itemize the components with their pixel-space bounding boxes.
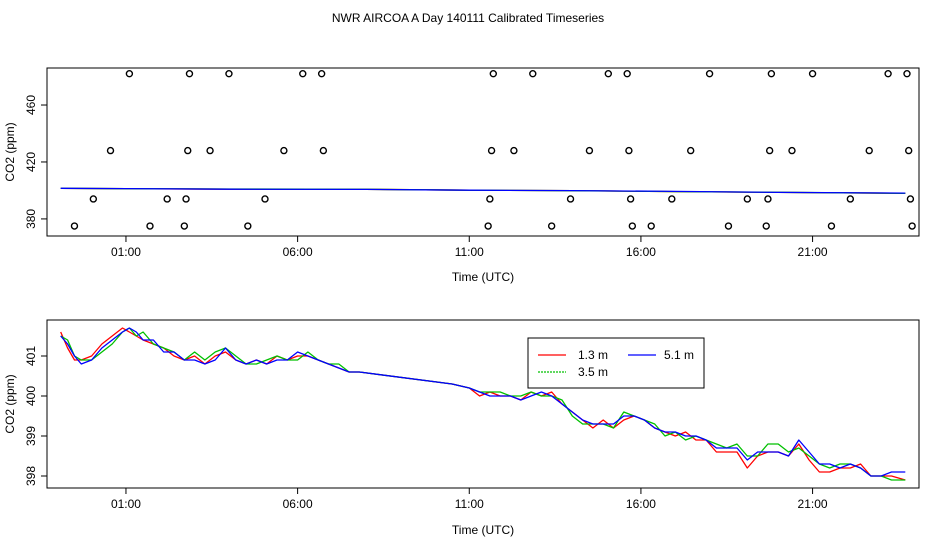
bottom-series-line-1 [60, 327, 906, 481]
top-series-lines [60, 187, 906, 194]
calibration-point [585, 146, 594, 155]
bottom-x-tick-label: 21:00 [798, 497, 828, 511]
calibration-point [70, 222, 79, 230]
bottom-x-tick-label: 16:00 [626, 497, 656, 511]
calibration-point [280, 146, 288, 155]
legend: 1.3 m 5.1 m 3.5 m [527, 337, 705, 389]
top-y-axis-title: CO2 (ppm) [3, 122, 17, 181]
bottom-y-tick-label: 399 [24, 426, 38, 446]
calibration-point [884, 69, 892, 78]
calibration-point [808, 69, 817, 78]
calibration-point [89, 195, 98, 203]
legend-box [527, 337, 705, 389]
calibration-point [106, 146, 115, 155]
top-calibration-points [70, 69, 916, 230]
bottom-y-tick-label: 398 [24, 466, 38, 486]
bottom-x-tick-label: 11:00 [455, 497, 484, 511]
calibration-point [125, 69, 134, 78]
top-x-axis: 01:00 06:00 11:00 16:00 21:00 [111, 236, 828, 259]
calibration-point [487, 146, 496, 155]
calibration-point [319, 146, 328, 155]
calibration-point [163, 195, 171, 203]
calibration-point [687, 146, 695, 155]
chart-title: NWR AIRCOA A Day 140111 Calibrated Times… [332, 11, 604, 25]
calibration-point [486, 195, 494, 203]
calibration-point [647, 222, 655, 230]
calibration-point [623, 69, 631, 78]
calibration-point [185, 69, 194, 78]
calibration-point [846, 195, 855, 203]
top-x-tick-label: 16:00 [626, 245, 656, 259]
calibration-point [705, 69, 714, 78]
calibration-point [489, 69, 497, 78]
legend-label-5-1m: 5.1 m [664, 348, 694, 362]
calibration-point [764, 195, 772, 203]
top-y-tick-label: 420 [24, 152, 38, 172]
bottom-series-line-2 [60, 327, 906, 477]
calibration-point [865, 146, 873, 155]
calibration-point [788, 146, 796, 155]
bottom-x-axis: 01:00 06:00 11:00 16:00 21:00 [111, 488, 828, 511]
calibration-point [604, 69, 613, 78]
top-panel: 01:00 06:00 11:00 16:00 21:00 380 420 460 Time… [3, 67, 920, 284]
calibration-point [484, 222, 492, 230]
top-y-tick-label: 380 [24, 209, 38, 229]
calibration-point [529, 69, 537, 78]
calibration-point [180, 222, 189, 230]
calibration-point [225, 69, 233, 78]
bottom-y-tick-label: 400 [24, 386, 38, 406]
bottom-y-tick-label: 401 [24, 346, 38, 366]
calibration-point [908, 222, 916, 230]
calibration-point [566, 195, 575, 203]
calibration-point [724, 222, 733, 230]
calibration-point [743, 195, 752, 203]
calibration-point [668, 195, 676, 203]
legend-label-1-3m: 1.3 m [578, 348, 608, 362]
calibration-point [510, 146, 518, 155]
calibration-point [762, 222, 770, 230]
calibration-point [261, 195, 269, 203]
top-y-tick-label: 460 [24, 95, 38, 115]
calibration-point [299, 69, 307, 78]
bottom-y-axis: 398 399 400 401 [24, 346, 47, 486]
top-x-tick-label: 01:00 [111, 245, 141, 259]
calibration-point [244, 222, 252, 230]
bottom-x-tick-label: 01:00 [111, 497, 141, 511]
bottom-panel: 01:00 06:00 11:00 16:00 21:00 398 399 400 401 T… [3, 319, 920, 537]
bottom-x-tick-label: 06:00 [283, 497, 313, 511]
calibration-point [317, 69, 326, 78]
top-plot-frame [46, 67, 920, 237]
top-x-axis-title: Time (UTC) [452, 270, 514, 284]
calibration-point [626, 195, 635, 203]
top-x-tick-label: 11:00 [455, 245, 484, 259]
calibration-point [827, 222, 836, 230]
calibration-point [903, 69, 911, 78]
calibration-point [905, 146, 913, 155]
calibration-point [206, 146, 214, 155]
calibration-point [146, 222, 154, 230]
top-x-tick-label: 21:00 [798, 245, 828, 259]
bottom-series-lines [60, 327, 906, 481]
calibration-point [182, 195, 190, 203]
calibration-point [625, 146, 633, 155]
top-x-tick-label: 06:00 [283, 245, 313, 259]
calibration-point [767, 69, 776, 78]
top-y-axis: 380 420 460 [24, 95, 47, 229]
bottom-plot-frame [46, 319, 920, 489]
calibration-point [184, 146, 192, 155]
bottom-x-axis-title: Time (UTC) [452, 523, 514, 537]
legend-label-3-5m: 3.5 m [578, 365, 608, 379]
calibration-point [765, 146, 774, 155]
calibration-point [547, 222, 556, 230]
calibration-point [628, 222, 637, 230]
bottom-y-axis-title: CO2 (ppm) [3, 374, 17, 433]
calibration-point [906, 195, 915, 203]
top-series-line-2 [60, 187, 906, 194]
